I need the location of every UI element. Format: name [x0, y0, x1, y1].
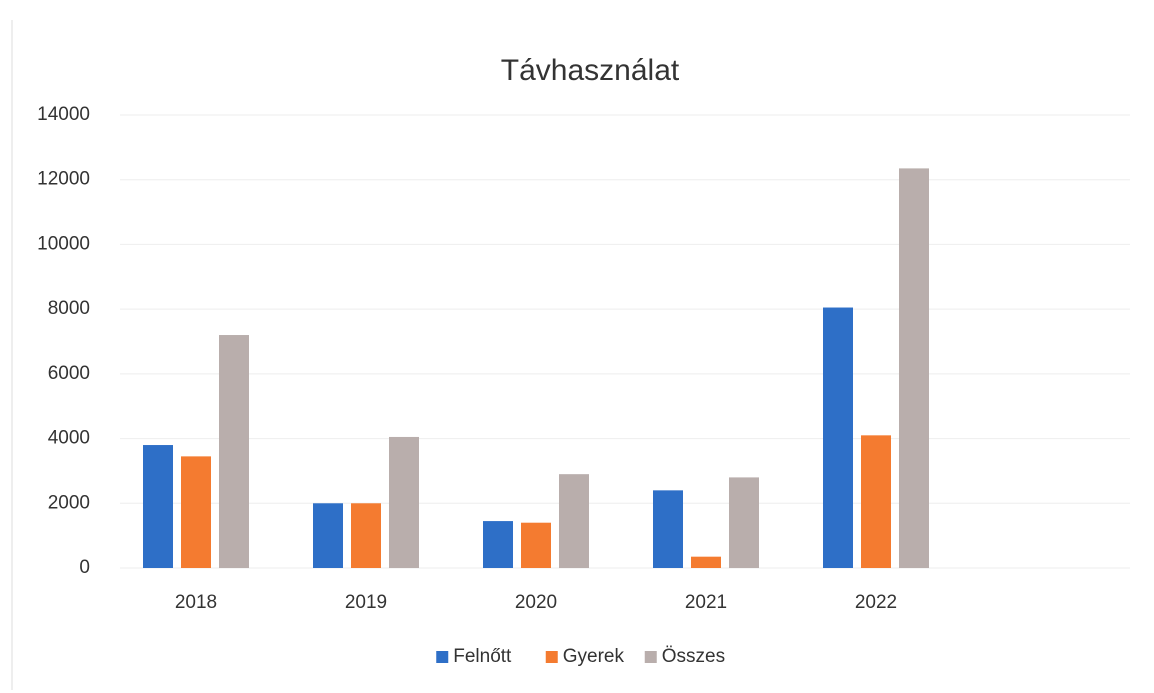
y-tick-label: 14000 — [37, 104, 90, 125]
x-tick-label: 2022 — [855, 592, 897, 613]
bar — [729, 477, 759, 568]
y-tick-label: 4000 — [48, 428, 90, 449]
y-tick-label: 8000 — [48, 298, 90, 319]
legend-label: Gyerek — [563, 646, 625, 667]
x-tick-label: 2021 — [685, 592, 727, 613]
bar — [899, 168, 929, 568]
bar — [219, 335, 249, 568]
bar — [691, 556, 721, 568]
legend-swatch — [644, 651, 657, 663]
bar — [653, 490, 683, 568]
legend-label: Felnőtt — [453, 646, 512, 667]
bar — [521, 522, 551, 568]
legend-label: Összes — [662, 646, 725, 667]
x-tick-label: 2020 — [515, 592, 557, 613]
y-tick-label: 10000 — [37, 233, 90, 254]
bar — [143, 445, 173, 568]
y-tick-label: 12000 — [37, 169, 90, 190]
bar — [389, 436, 419, 568]
bar — [861, 435, 891, 568]
y-tick-label: 2000 — [48, 492, 90, 513]
bar — [823, 307, 853, 568]
bar — [559, 474, 589, 568]
x-tick-label: 2018 — [175, 592, 217, 613]
bar — [181, 456, 211, 568]
chart-title: Távhasználat — [501, 54, 680, 87]
legend-swatch — [545, 651, 558, 663]
x-tick-label: 2019 — [345, 592, 387, 613]
bar — [483, 521, 513, 568]
legend-swatch — [436, 651, 449, 663]
bar — [313, 503, 343, 568]
bar — [351, 503, 381, 568]
y-tick-label: 6000 — [48, 363, 90, 384]
y-tick-label: 0 — [79, 557, 90, 578]
